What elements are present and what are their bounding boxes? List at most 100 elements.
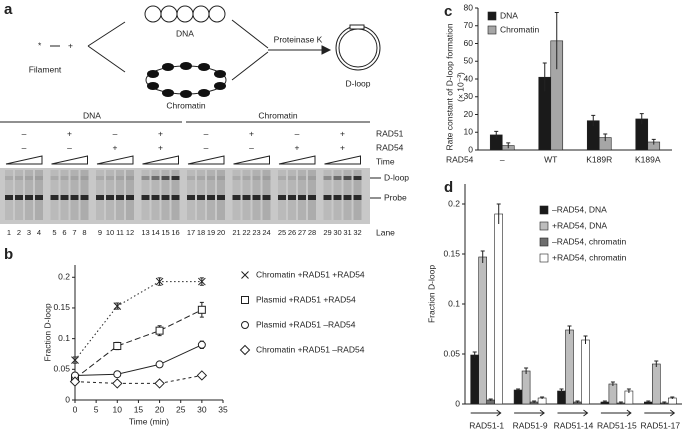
lane-number: 27	[298, 228, 306, 237]
gel-band	[288, 195, 296, 200]
lane-number: 8	[82, 228, 86, 237]
gel-band	[141, 195, 150, 200]
lane-number: 21	[232, 228, 240, 237]
x-tick-label: WT	[544, 154, 557, 164]
time-wedge	[5, 155, 43, 165]
lane-number: 30	[333, 228, 341, 237]
legend-marker	[241, 296, 249, 304]
error-bar	[524, 367, 529, 374]
rad51-sign: +	[249, 128, 254, 138]
gel-band	[242, 195, 251, 200]
time-wedge	[51, 155, 88, 165]
error-bar	[618, 401, 623, 404]
gel-band	[308, 176, 316, 180]
error-bar	[506, 142, 511, 149]
marker	[69, 376, 81, 387]
sequence-arrow	[644, 409, 676, 417]
panel-label: d	[444, 179, 453, 196]
sequence-arrow	[514, 409, 545, 417]
y-axis-unit: (× 10⁻³)	[455, 72, 465, 102]
group-label: DNA	[83, 110, 101, 120]
lane-number: 24	[262, 228, 270, 237]
lane-number: 16	[171, 228, 179, 237]
y-axis-title: Rate constant of D-loop formation	[444, 23, 454, 150]
marker	[71, 356, 79, 364]
gel-band	[141, 176, 150, 180]
bar	[494, 213, 504, 405]
legend-label: Plasmid +RAD51 –RAD54	[256, 319, 356, 329]
x-tick-label: 0	[73, 404, 78, 414]
bar	[565, 329, 574, 405]
gel-band	[333, 195, 342, 200]
category-axis-title: RAD54	[446, 154, 474, 164]
x-tick-label: 30	[197, 404, 207, 414]
y-axis-title: Fraction D-loop	[426, 265, 436, 323]
error-bar	[639, 113, 644, 125]
filament-label: Filament	[29, 64, 62, 74]
y-tick-label: 0.15	[53, 302, 70, 312]
error-bar	[540, 396, 545, 399]
row-label: RAD54	[376, 142, 404, 152]
time-wedge	[233, 155, 270, 165]
gel-band	[278, 176, 286, 180]
y-tick-label: 40	[464, 73, 474, 83]
gel-band	[252, 176, 261, 180]
gel-band	[126, 195, 134, 200]
marker	[155, 326, 164, 335]
gel-band	[232, 195, 241, 200]
gel-band	[171, 176, 180, 180]
lane-number: 4	[37, 228, 41, 237]
gel-band	[197, 176, 205, 180]
time-wedge	[278, 155, 316, 165]
gel-band	[96, 176, 104, 180]
marker	[113, 370, 122, 379]
x-tick-label: 5	[94, 404, 99, 414]
marker	[196, 370, 208, 381]
y-tick-label: 0.05	[443, 348, 460, 358]
error-bar	[480, 250, 485, 263]
rad54-sign: –	[249, 142, 254, 152]
legend-label: Chromatin +RAD51 –RAD54	[256, 344, 365, 354]
gel-band	[161, 176, 170, 180]
enzyme-label: Proteinase K	[274, 34, 323, 44]
lane-number: 18	[197, 228, 205, 237]
y-tick-label: 0.1	[58, 333, 70, 343]
gel-band	[116, 176, 124, 180]
y-tick-label: 50	[464, 56, 474, 66]
rad51-sign: +	[158, 128, 163, 138]
bar	[478, 256, 488, 405]
d-loop-circle	[335, 25, 381, 71]
x-tick-label: RAD51-17	[640, 420, 680, 430]
gel-band	[60, 176, 69, 180]
error-bar	[654, 360, 659, 367]
rad54-sign: +	[158, 142, 163, 152]
gel-band	[35, 195, 43, 200]
gel-band	[217, 195, 225, 200]
x-tick-label: 15	[134, 404, 144, 414]
error-bar	[662, 401, 667, 404]
gel-band	[80, 176, 89, 180]
band-label: D-loop	[384, 172, 409, 182]
legend-marker	[241, 271, 249, 279]
legend-label: Chromatin +RAD51 +RAD54	[256, 269, 365, 279]
gel-band	[207, 195, 215, 200]
gel-band	[262, 195, 271, 200]
series-line	[74, 374, 202, 384]
error-bar	[646, 400, 651, 403]
y-tick-label: 60	[464, 38, 474, 48]
bar	[470, 354, 480, 405]
error-bar	[602, 400, 607, 403]
lane-number: 23	[252, 228, 260, 237]
error-bar	[494, 130, 499, 139]
chromatin-ring	[145, 65, 227, 95]
rad54-sign: –	[67, 142, 72, 152]
lane-number: 1	[7, 228, 11, 237]
lane-number: 32	[353, 228, 361, 237]
dna-loop	[192, 5, 210, 23]
lane-number: 13	[141, 228, 149, 237]
error-bar	[559, 388, 564, 393]
y-tick-label: 30	[464, 91, 474, 101]
gel-band	[242, 176, 251, 180]
panel-a	[0, 5, 381, 123]
product-label: D-loop	[345, 78, 370, 88]
